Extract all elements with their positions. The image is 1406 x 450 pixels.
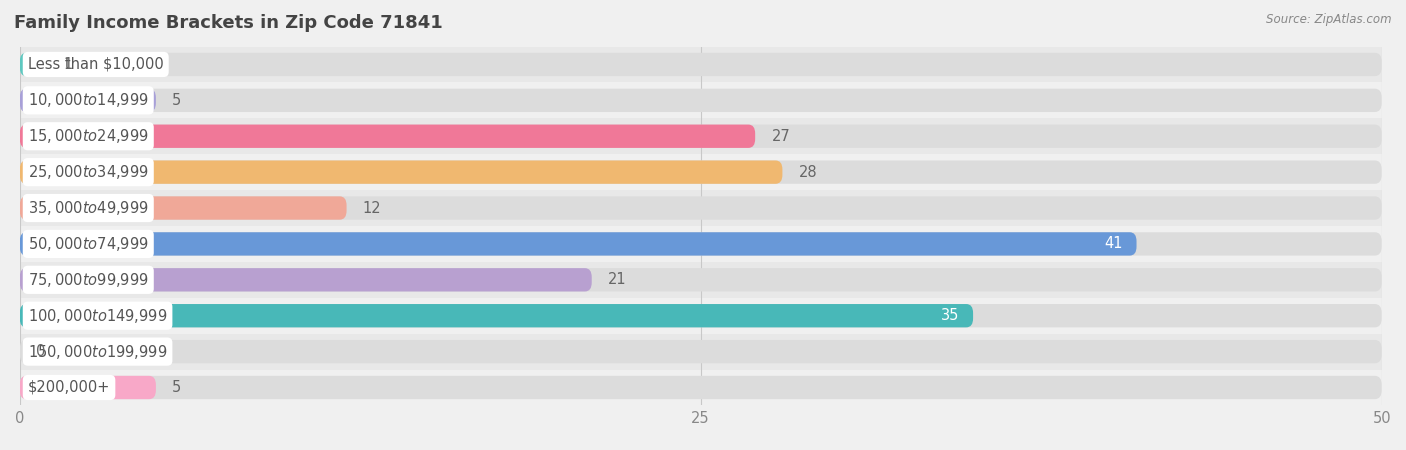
Text: 1: 1 xyxy=(63,57,73,72)
FancyBboxPatch shape xyxy=(20,304,1382,327)
FancyBboxPatch shape xyxy=(20,53,46,76)
Text: $100,000 to $149,999: $100,000 to $149,999 xyxy=(28,307,167,325)
FancyBboxPatch shape xyxy=(20,268,592,292)
Text: 21: 21 xyxy=(607,272,627,287)
FancyBboxPatch shape xyxy=(20,376,1382,399)
FancyBboxPatch shape xyxy=(20,82,1382,118)
FancyBboxPatch shape xyxy=(20,125,755,148)
Text: 5: 5 xyxy=(172,380,181,395)
FancyBboxPatch shape xyxy=(20,89,156,112)
Text: $35,000 to $49,999: $35,000 to $49,999 xyxy=(28,199,149,217)
FancyBboxPatch shape xyxy=(20,340,1382,363)
FancyBboxPatch shape xyxy=(20,232,1136,256)
FancyBboxPatch shape xyxy=(20,154,1382,190)
FancyBboxPatch shape xyxy=(20,232,1382,256)
FancyBboxPatch shape xyxy=(20,262,1382,298)
FancyBboxPatch shape xyxy=(20,369,1382,405)
Text: $150,000 to $199,999: $150,000 to $199,999 xyxy=(28,342,167,360)
Text: $75,000 to $99,999: $75,000 to $99,999 xyxy=(28,271,149,289)
FancyBboxPatch shape xyxy=(20,226,1382,262)
FancyBboxPatch shape xyxy=(20,333,1382,369)
Text: 41: 41 xyxy=(1104,236,1123,252)
FancyBboxPatch shape xyxy=(20,376,156,399)
FancyBboxPatch shape xyxy=(20,298,1382,333)
Text: 5: 5 xyxy=(172,93,181,108)
FancyBboxPatch shape xyxy=(20,268,1382,292)
Text: $200,000+: $200,000+ xyxy=(28,380,110,395)
FancyBboxPatch shape xyxy=(20,161,782,184)
FancyBboxPatch shape xyxy=(20,196,1382,220)
Text: 35: 35 xyxy=(941,308,959,323)
FancyBboxPatch shape xyxy=(20,46,1382,82)
FancyBboxPatch shape xyxy=(20,118,1382,154)
Text: Less than $10,000: Less than $10,000 xyxy=(28,57,163,72)
Text: $25,000 to $34,999: $25,000 to $34,999 xyxy=(28,163,149,181)
FancyBboxPatch shape xyxy=(20,53,1382,76)
FancyBboxPatch shape xyxy=(20,89,1382,112)
Text: 0: 0 xyxy=(37,344,45,359)
Text: $10,000 to $14,999: $10,000 to $14,999 xyxy=(28,91,149,109)
Text: $50,000 to $74,999: $50,000 to $74,999 xyxy=(28,235,149,253)
FancyBboxPatch shape xyxy=(20,196,346,220)
FancyBboxPatch shape xyxy=(20,190,1382,226)
FancyBboxPatch shape xyxy=(20,125,1382,148)
Text: Source: ZipAtlas.com: Source: ZipAtlas.com xyxy=(1267,14,1392,27)
Text: Family Income Brackets in Zip Code 71841: Family Income Brackets in Zip Code 71841 xyxy=(14,14,443,32)
Text: 28: 28 xyxy=(799,165,817,180)
FancyBboxPatch shape xyxy=(20,161,1382,184)
Text: 27: 27 xyxy=(772,129,790,144)
Text: 12: 12 xyxy=(363,201,381,216)
Text: $15,000 to $24,999: $15,000 to $24,999 xyxy=(28,127,149,145)
FancyBboxPatch shape xyxy=(20,304,973,327)
